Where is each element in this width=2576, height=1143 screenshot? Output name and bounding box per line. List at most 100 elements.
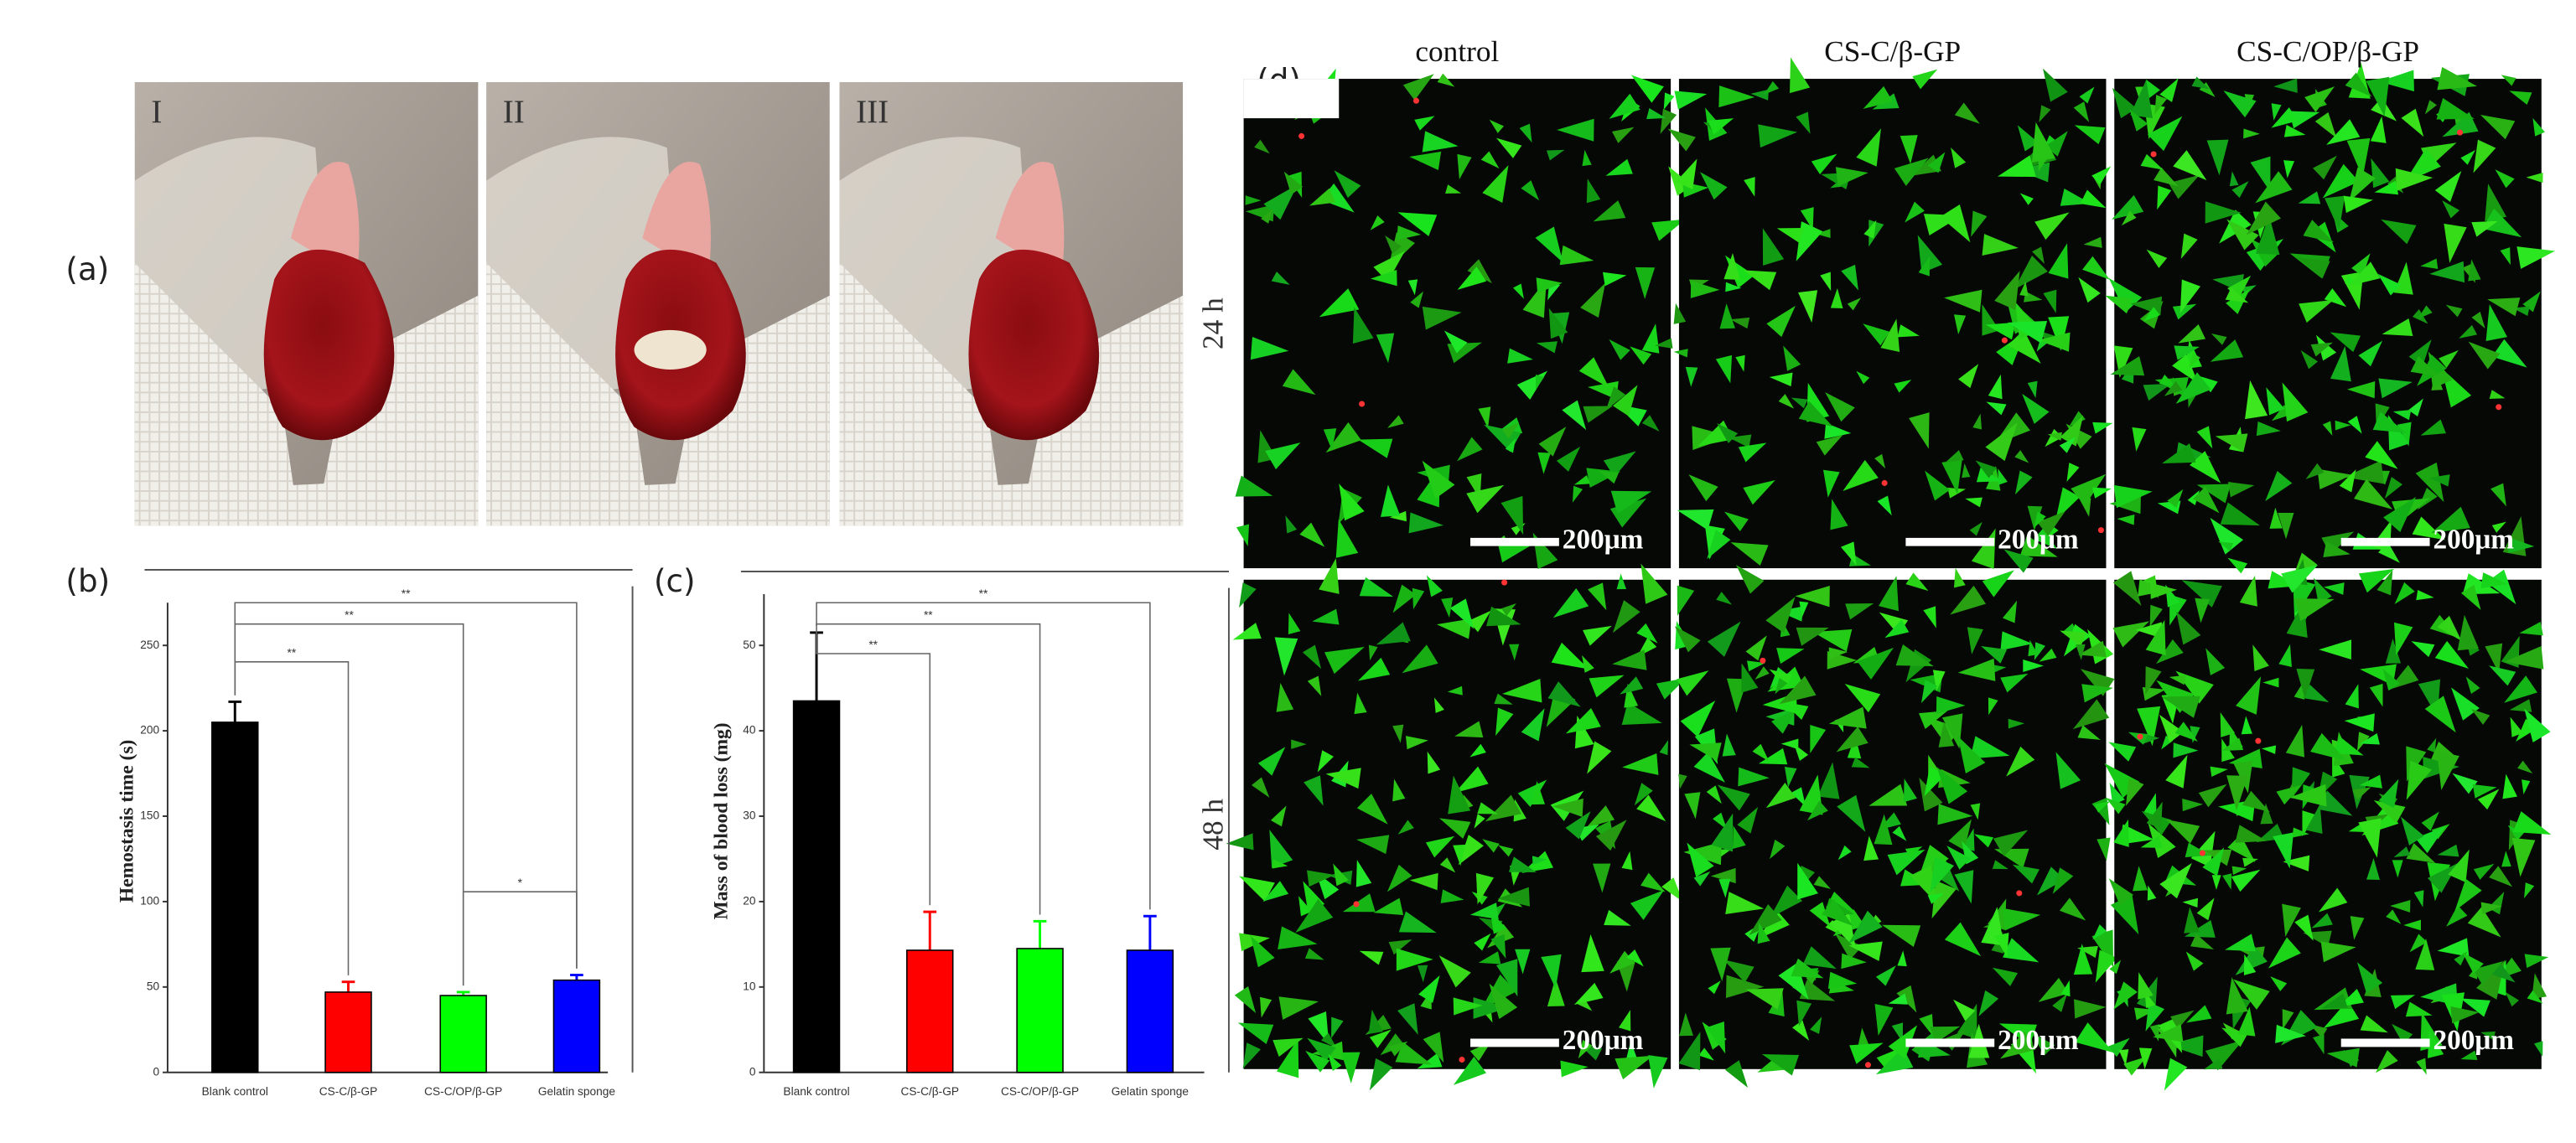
cell — [1582, 149, 1592, 167]
cell — [2510, 716, 2523, 737]
cell — [2176, 611, 2201, 645]
cell — [2205, 648, 2226, 675]
cell — [1884, 619, 1910, 639]
cell — [1385, 235, 1402, 254]
cell — [1743, 480, 1775, 505]
cell — [1245, 195, 1262, 205]
cell — [2330, 345, 2351, 382]
y-tick-label: 50 — [743, 639, 756, 651]
cell — [2405, 1001, 2433, 1017]
cell — [2427, 1030, 2444, 1058]
significance-label: ** — [402, 587, 411, 600]
cell — [1919, 1013, 1934, 1037]
cell — [1946, 846, 1971, 870]
cell — [1565, 811, 1591, 840]
cell — [2110, 894, 2139, 935]
cell — [2231, 869, 2261, 892]
cell — [1559, 245, 1594, 266]
cell — [1422, 460, 1455, 499]
dead-cell — [1459, 1057, 1465, 1063]
dead-cell — [2496, 404, 2502, 411]
cell — [1283, 171, 1304, 195]
cell — [1302, 644, 1322, 670]
dead-cell — [2255, 737, 2262, 744]
cell — [2450, 1006, 2480, 1024]
cell — [2143, 733, 2160, 744]
cell — [1656, 677, 1687, 700]
cell — [2220, 711, 2236, 737]
cell — [1810, 1016, 1822, 1034]
cell — [2156, 639, 2184, 665]
cell — [1809, 902, 1831, 928]
cell — [2095, 949, 2117, 983]
cell — [2406, 760, 2432, 800]
cell — [2167, 489, 2184, 508]
cell — [2459, 998, 2490, 1017]
cell — [2434, 171, 2462, 203]
cell — [2202, 847, 2225, 877]
dead-cell — [2456, 129, 2464, 136]
cell — [2397, 422, 2412, 447]
cell — [2002, 908, 2041, 931]
x-tick-label: Gelatin sponge — [538, 1085, 616, 1098]
cell — [1769, 372, 1793, 387]
cell — [1251, 777, 1270, 798]
cell — [2508, 537, 2535, 554]
cell — [2215, 433, 2248, 453]
cell — [1560, 1060, 1589, 1078]
cell — [2117, 514, 2135, 525]
cell — [2145, 1001, 2165, 1032]
cell — [2066, 463, 2080, 482]
cell — [1478, 406, 1491, 428]
cell — [2175, 372, 2211, 404]
cell — [2420, 419, 2446, 436]
cell — [1994, 933, 2009, 958]
cell — [1708, 118, 1734, 135]
cell — [2157, 185, 2172, 210]
cell — [1304, 775, 1324, 806]
cell — [1388, 1041, 1408, 1057]
cell — [1538, 427, 1567, 457]
cell — [2294, 598, 2335, 622]
cell — [2345, 684, 2359, 709]
cell — [1698, 1047, 1714, 1061]
cell — [2310, 732, 2347, 761]
micrograph: 200μm — [1226, 558, 1687, 1091]
cell — [1515, 949, 1531, 975]
bar — [1126, 949, 1174, 1073]
cell — [1841, 264, 1858, 291]
cell — [2184, 920, 2216, 938]
cell — [1453, 1056, 1487, 1085]
cell — [2424, 100, 2437, 115]
cell — [1997, 155, 2036, 178]
cell — [2416, 589, 2434, 601]
cell — [2060, 415, 2084, 447]
cell — [2076, 644, 2086, 660]
cell — [1836, 727, 1869, 753]
cell — [2003, 549, 2034, 573]
cell — [2298, 257, 2330, 279]
cell — [1925, 470, 1951, 501]
cell — [1982, 234, 2019, 256]
cell — [2303, 220, 2334, 243]
cell — [1369, 1058, 1393, 1091]
cell — [1595, 820, 1627, 851]
cell — [2052, 993, 2068, 1012]
cell — [1953, 314, 1967, 335]
cell — [1537, 452, 1551, 474]
cell — [1242, 1042, 1261, 1069]
cell — [1738, 442, 1767, 463]
cell — [1851, 757, 1870, 768]
cell — [2039, 105, 2051, 123]
cell — [1718, 878, 1731, 898]
cell — [2109, 783, 2125, 805]
dead-cell — [2097, 527, 2104, 534]
cell — [1936, 696, 1966, 715]
cell — [1676, 158, 1697, 190]
cell — [2159, 714, 2184, 743]
cell — [1580, 282, 1606, 318]
cell — [2322, 421, 2333, 436]
cell — [2235, 945, 2268, 975]
cell — [1796, 111, 1811, 134]
